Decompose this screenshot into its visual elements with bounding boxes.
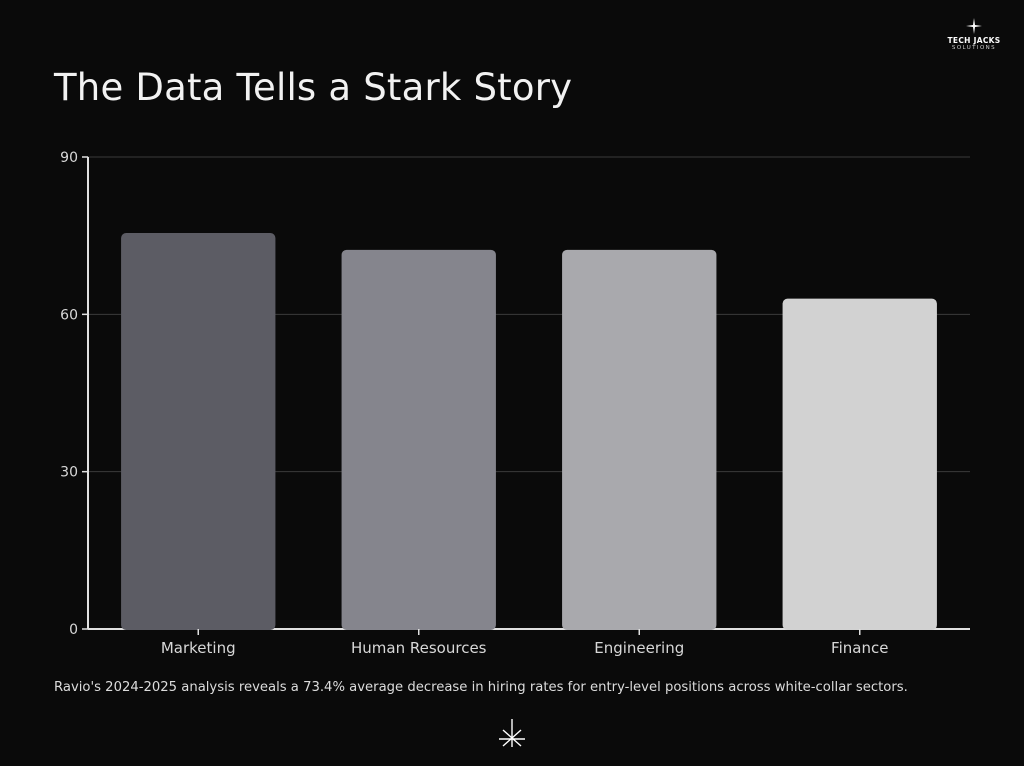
tech-jacks-logo: TECH JACKS SOLUTIONS	[942, 18, 1006, 52]
page-title: The Data Tells a Stark Story	[54, 66, 573, 109]
star-icon	[499, 719, 525, 747]
x-tick-label: Human Resources	[351, 639, 487, 657]
bar	[341, 249, 496, 630]
chart-caption: Ravio's 2024-2025 analysis reveals a 73.…	[54, 680, 908, 695]
bar	[562, 249, 717, 630]
x-tick-label: Engineering	[594, 639, 684, 657]
y-tick-label: 0	[69, 622, 78, 638]
brand-name: TECH JACKS	[947, 36, 1001, 45]
brand-tagline: SOLUTIONS	[951, 45, 997, 51]
y-tick-label: 60	[60, 307, 78, 323]
sparkle-icon	[966, 18, 982, 34]
y-tick-label: 90	[60, 150, 78, 166]
x-tick-label: Finance	[831, 639, 888, 657]
x-tick-label: Marketing	[161, 639, 236, 657]
y-tick-label: 30	[60, 465, 78, 481]
bar-chart: 0 30 60 90 Marketing Human Resources Engineeri…	[60, 150, 970, 657]
bar	[121, 233, 276, 631]
bar	[782, 298, 937, 630]
